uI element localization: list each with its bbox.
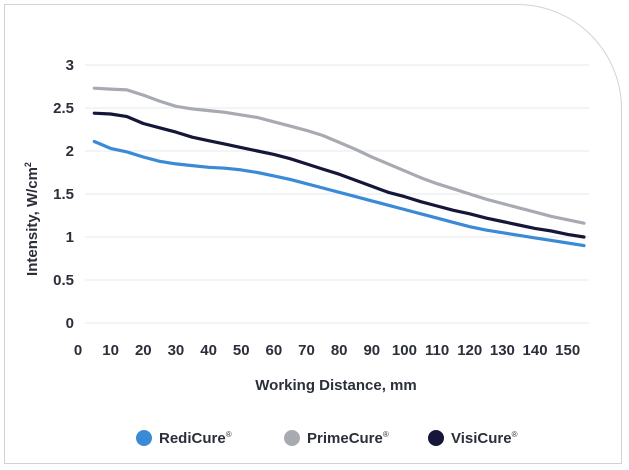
y-tick-label: 1 [66,229,74,246]
legend-label-visicure: VisiCure® [451,430,518,447]
series-line-visicure [92,111,586,239]
x-tick-label: 100 [392,342,417,359]
x-tick-label: 90 [363,342,380,359]
x-tick-label: 40 [200,342,217,359]
legend-label-primecure: PrimeCure® [307,430,389,447]
series-line-primecure [92,86,586,225]
legend-swatch-redicure [136,430,152,446]
x-tick-label: 120 [457,342,482,359]
x-tick-label: 140 [523,342,548,359]
y-axis-ticks: 0 0.5 1 1.5 2 2.5 3 [53,57,74,332]
x-tick-label: 20 [135,342,152,359]
legend-label-redicure: RediCure® [159,430,232,447]
y-tick-label: 0.5 [53,272,74,289]
y-tick-label: 0 [66,315,74,332]
x-tick-label: 60 [266,342,283,359]
x-axis-title: Working Distance, mm [255,377,416,394]
x-tick-label: 0 [74,342,82,359]
y-axis-title: Intensity, W/cm2 [23,162,41,276]
x-tick-label: 30 [168,342,185,359]
chart-card: 0 0.5 1 1.5 2 2.5 3 0 10 20 30 40 50 60 70 80 90 100 110 1… [4,4,622,464]
x-tick-label: 10 [102,342,119,359]
x-tick-label: 110 [425,342,449,359]
y-tick-label: 3 [66,57,74,74]
legend-swatch-visicure [428,430,444,446]
x-tick-label: 80 [331,342,348,359]
x-tick-label: 50 [233,342,250,359]
y-tick-label: 1.5 [53,186,74,203]
legend: RediCure® PrimeCure® VisiCure® [136,430,518,447]
line-chart: 0 0.5 1 1.5 2 2.5 3 0 10 20 30 40 50 60 70 80 90 100 110 1… [23,57,589,447]
y-tick-label: 2 [66,143,74,160]
y-tick-label: 2.5 [53,100,74,117]
series-lines [92,86,586,248]
x-tick-label: 150 [555,342,580,359]
x-tick-label: 70 [298,342,315,359]
x-tick-label: 130 [490,342,515,359]
series-line-redicure [92,139,586,248]
x-axis-ticks: 0 10 20 30 40 50 60 70 80 90 100 110 120 130 140 150 [74,342,580,359]
legend-swatch-primecure [284,430,300,446]
gridlines [85,64,589,324]
